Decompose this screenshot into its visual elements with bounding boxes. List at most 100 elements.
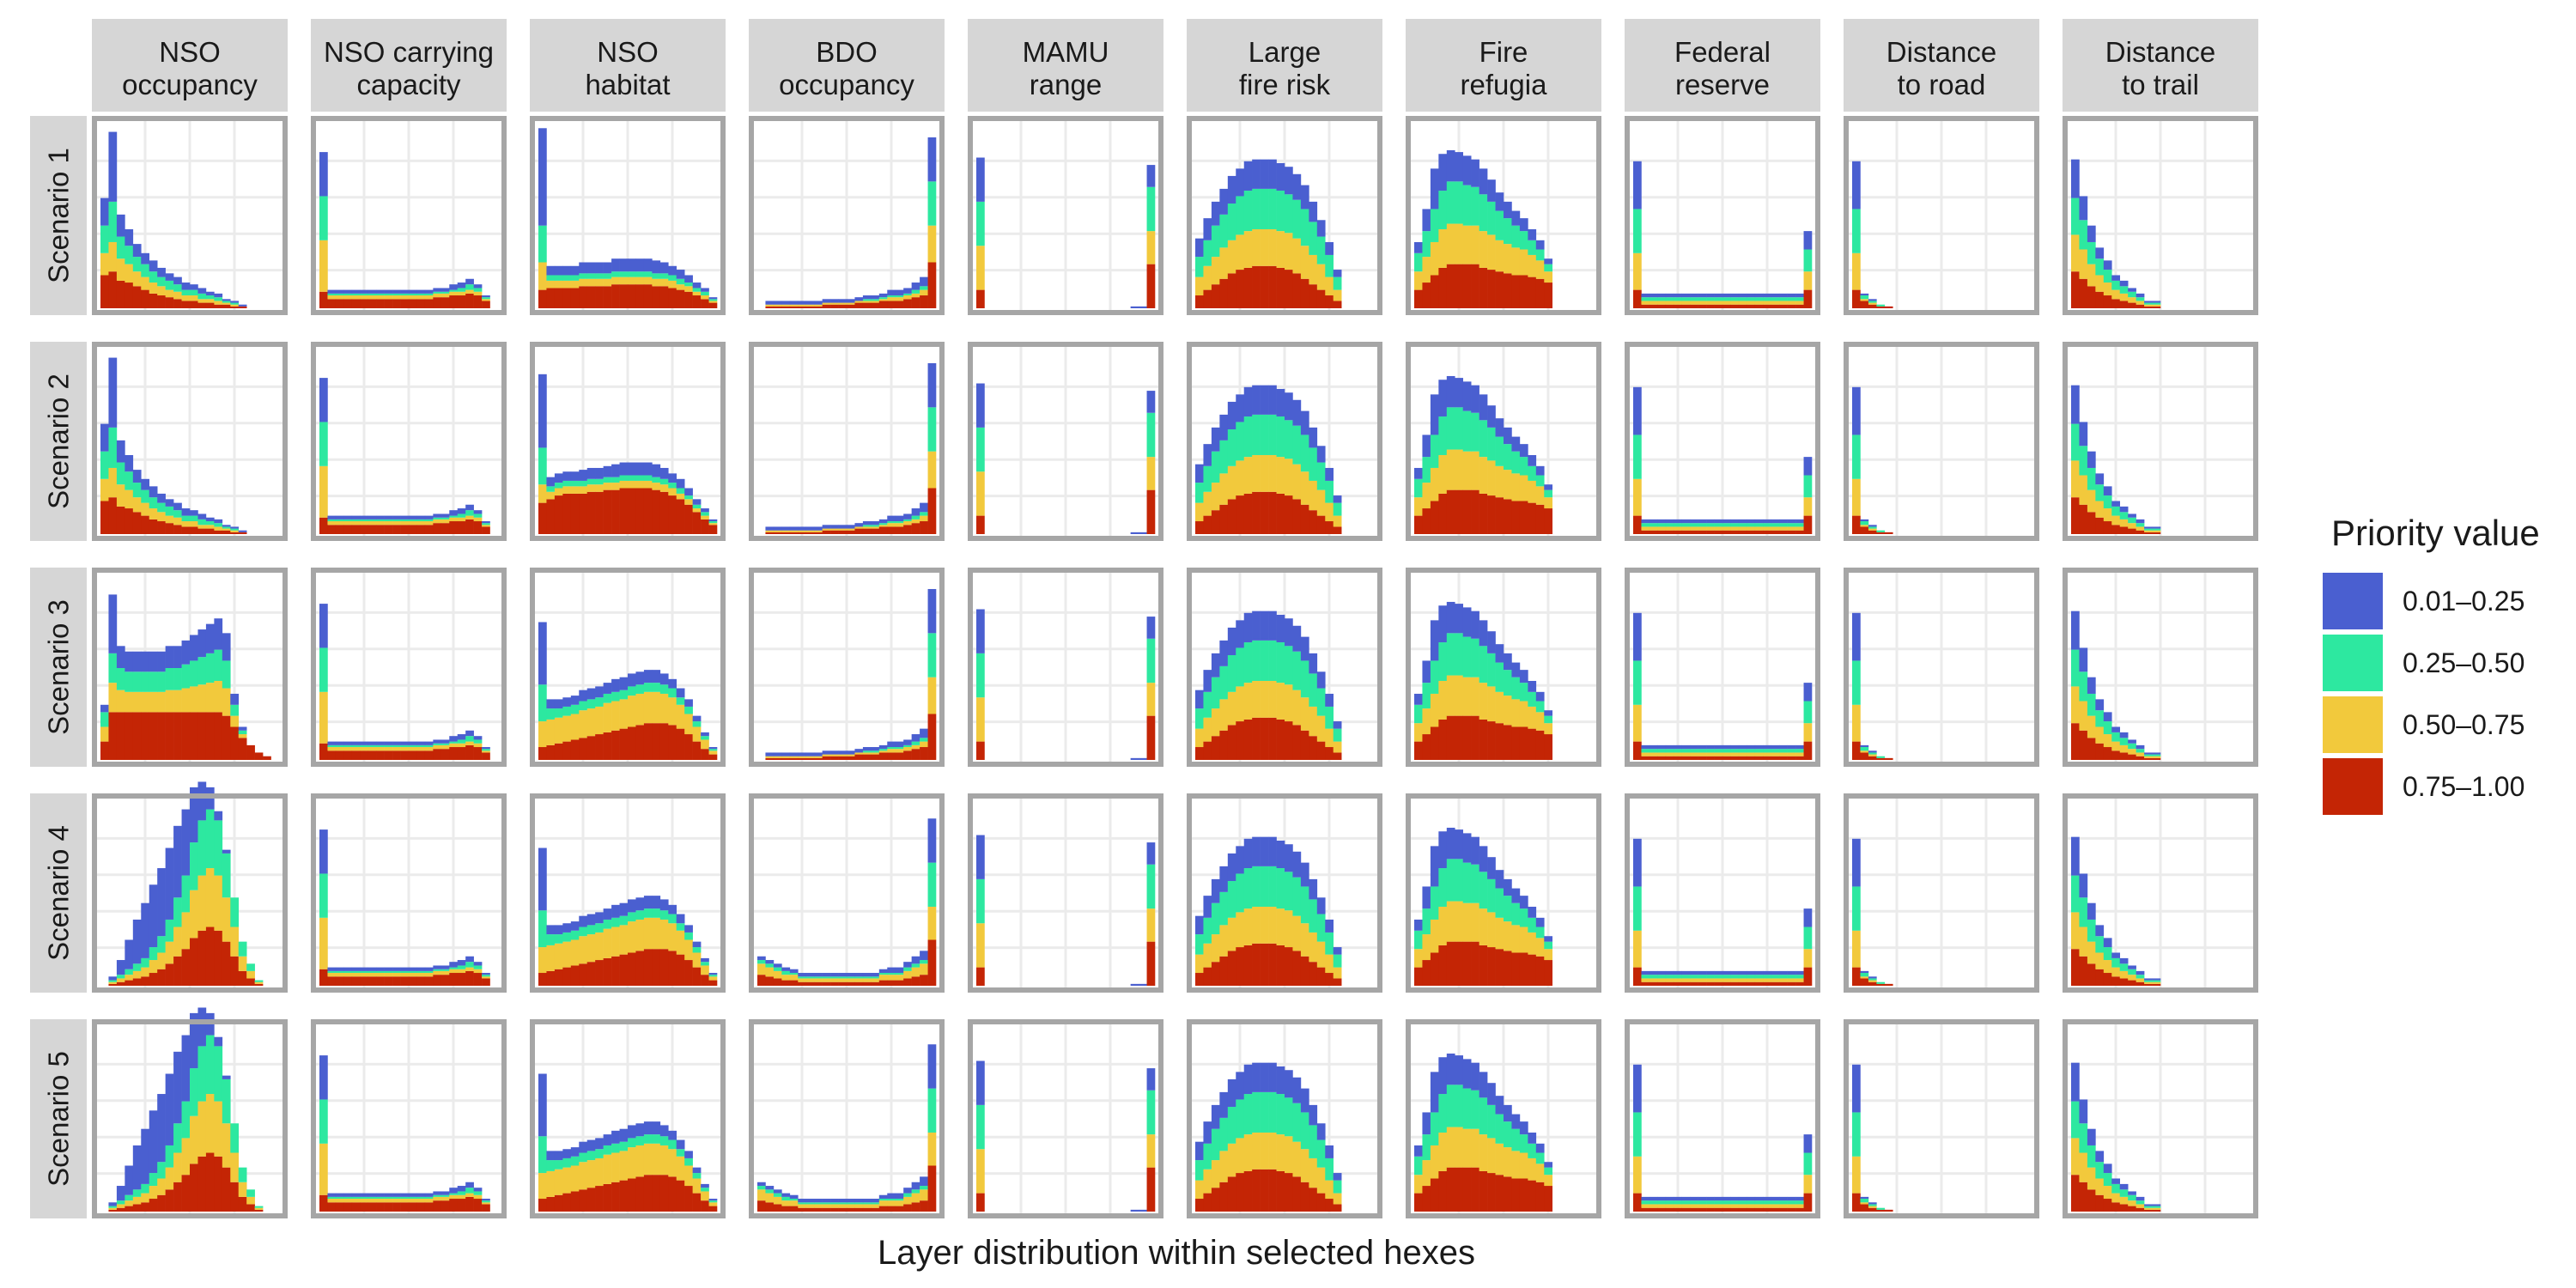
histogram-bar-red <box>887 526 896 534</box>
histogram-bar-yellow <box>538 1173 547 1200</box>
histogram-bar-yellow <box>1276 231 1285 268</box>
histogram-bar-red <box>1300 730 1309 760</box>
histogram-bar-blue <box>2119 957 2129 964</box>
histogram-bar-red <box>1665 530 1674 534</box>
panel-border <box>1406 568 1601 767</box>
histogram-bar-green <box>1665 297 1674 301</box>
histogram-bar-yellow <box>173 927 182 957</box>
histogram-bar-blue <box>1495 644 1504 663</box>
histogram-bar-red <box>2119 1204 2129 1212</box>
histogram-bar-green <box>2128 291 2136 298</box>
histogram-bar-yellow <box>1211 257 1220 285</box>
histogram-bar-red <box>1738 756 1747 760</box>
histogram-bar-red <box>433 749 442 760</box>
histogram-bar-blue <box>2071 385 2080 424</box>
histogram-bar-red <box>409 976 417 986</box>
histogram-bar-green <box>392 293 401 296</box>
histogram-bar-red <box>1884 757 1893 760</box>
histogram-bar-red <box>1544 1186 1553 1212</box>
histogram-bar-yellow <box>1146 457 1156 490</box>
histogram-bar-red <box>400 750 410 760</box>
histogram-bar-blue <box>1446 375 1455 408</box>
histogram-bar-red <box>1243 493 1253 534</box>
histogram-bar-red <box>165 523 174 534</box>
histogram-bar-green <box>368 519 377 522</box>
histogram-bar-green <box>862 1202 872 1205</box>
histogram-bar-yellow <box>773 756 782 758</box>
histogram-bar-blue <box>409 289 417 294</box>
histogram-bar-green <box>319 1099 328 1144</box>
histogram-bar-blue <box>659 1125 669 1137</box>
histogram-bar-blue <box>1471 1062 1479 1091</box>
panel-border <box>1625 1019 1820 1218</box>
histogram-bar-red <box>1852 1193 1861 1212</box>
histogram-bar-green <box>1495 210 1504 240</box>
strip-background <box>530 19 726 112</box>
histogram-bar-yellow <box>2128 1200 2136 1206</box>
histogram-bar-green <box>1316 688 1326 716</box>
histogram-bar-green <box>1714 1200 1723 1205</box>
histogram-bar-blue <box>920 728 928 738</box>
histogram-bar-green <box>157 671 166 692</box>
histogram-bar-yellow <box>635 480 645 489</box>
histogram-bar-yellow <box>181 688 191 713</box>
histogram-bar-yellow <box>327 1199 337 1203</box>
histogram-bar-red <box>433 297 442 308</box>
histogram-bar-green <box>643 475 653 481</box>
histogram-bar-yellow <box>789 756 799 758</box>
histogram-bar-red <box>579 1189 588 1212</box>
histogram-bar-green <box>1236 647 1245 687</box>
histogram-bar-yellow <box>1479 908 1488 945</box>
histogram-bar-green <box>1771 749 1780 753</box>
histogram-bar-blue <box>165 646 174 668</box>
histogram-bar-green <box>360 1196 369 1200</box>
histogram-bar-red <box>1771 530 1780 534</box>
histogram-bar-green <box>668 688 677 698</box>
histogram-bar-green <box>360 970 369 974</box>
histogram-bar-yellow <box>1316 941 1326 968</box>
histogram-bar-yellow <box>1519 701 1528 727</box>
histogram-bar-blue <box>1657 744 1667 750</box>
histogram-bar-yellow <box>1544 497 1553 509</box>
histogram-bar-red <box>141 289 150 308</box>
histogram-bar-red <box>1276 267 1285 308</box>
panel-border <box>1844 793 2039 993</box>
histogram-bar-green <box>132 671 142 692</box>
histogram-bar-blue <box>1852 838 1861 887</box>
histogram-bar-blue <box>586 467 596 479</box>
histogram-bar-red <box>1528 276 1537 308</box>
histogram-bar-green <box>1657 749 1667 753</box>
panel-border <box>1406 342 1601 541</box>
panel-border <box>1844 342 2039 541</box>
histogram-bar-green <box>157 936 166 953</box>
histogram-bar-yellow <box>1309 1157 1318 1188</box>
histogram-bar-blue <box>1146 1068 1156 1091</box>
histogram-bar-red <box>2136 1207 2145 1212</box>
histogram-bar-green <box>628 912 636 922</box>
histogram-bar-yellow <box>1285 910 1293 948</box>
histogram-bar-red <box>628 952 636 986</box>
histogram-bar-green <box>157 276 166 287</box>
histogram-bar-blue <box>911 283 920 290</box>
histogram-bar-red <box>1698 756 1707 760</box>
histogram-bar-green <box>927 862 937 907</box>
histogram-bar-blue <box>595 1138 604 1150</box>
histogram-bar-red <box>1430 952 1439 986</box>
histogram-bar-red <box>628 726 636 760</box>
histogram-bar-red <box>1519 501 1528 534</box>
histogram-bar-blue <box>2079 1099 2088 1124</box>
histogram-bar-red <box>132 712 142 760</box>
histogram-bar-yellow <box>2103 960 2112 974</box>
histogram-bar-red <box>149 973 158 986</box>
histogram-bar-blue <box>1690 744 1698 750</box>
histogram-bar-blue <box>911 734 920 742</box>
histogram-bar-blue <box>871 1199 880 1203</box>
histogram-bar-yellow <box>1519 249 1528 276</box>
histogram-bar-yellow <box>927 677 937 714</box>
histogram-bar-yellow <box>1706 526 1715 531</box>
histogram-bar-green <box>757 1186 766 1190</box>
histogram-bar-red <box>449 747 459 760</box>
histogram-bar-yellow <box>222 897 231 942</box>
histogram-bar-red <box>1860 301 1869 308</box>
histogram-bar-blue <box>871 521 880 526</box>
